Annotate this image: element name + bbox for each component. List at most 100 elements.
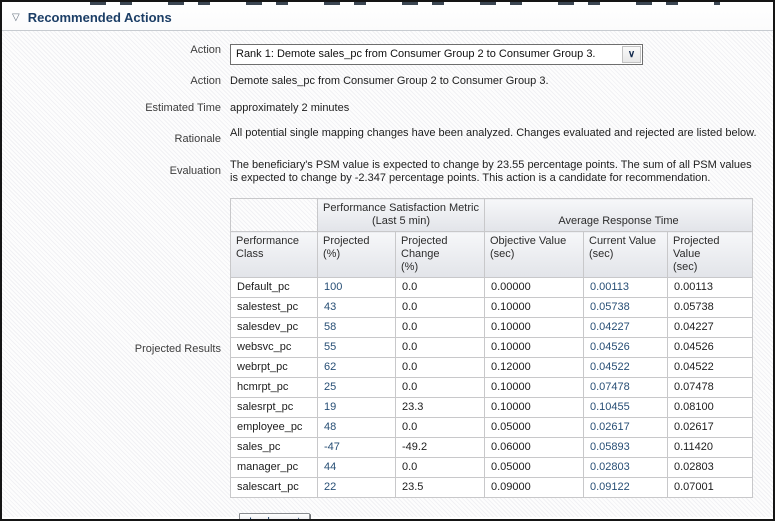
estimated-time-row: Estimated Time approximately 2 minutes xyxy=(2,100,773,115)
implement-button[interactable]: Implement xyxy=(239,513,311,519)
projected-value-cell: 0.02803 xyxy=(667,457,753,478)
projected-value-cell: 0.07478 xyxy=(667,377,753,398)
psm-group-header: Performance Satisfaction Metric (Last 5 … xyxy=(317,198,485,232)
objective-value-cell: 0.06000 xyxy=(484,437,584,458)
evaluation-value: The beneficiary's PSM value is expected … xyxy=(230,159,752,184)
performance-class-cell: employee_pc xyxy=(230,417,318,438)
table-row: websvc_pc 55 0.0 0.10000 0.04526 0.04526 xyxy=(230,337,753,358)
current-value-cell: 0.09122 xyxy=(583,477,668,498)
evaluation-label: Evaluation xyxy=(169,165,221,177)
evaluation-row: Evaluation The beneficiary's PSM value i… xyxy=(2,157,773,185)
projected-change-cell: 0.0 xyxy=(395,357,485,378)
table-row: manager_pc 44 0.0 0.05000 0.02803 0.02803 xyxy=(230,457,753,478)
table-row: hcmrpt_pc 25 0.0 0.10000 0.07478 0.07478 xyxy=(230,377,753,398)
action-row: Action Demote sales_pc from Consumer Gro… xyxy=(2,73,773,88)
table-row: salescart_pc 22 23.5 0.09000 0.09122 0.07001 xyxy=(230,477,753,498)
projected-change-cell: 0.0 xyxy=(395,297,485,318)
table-row: Default_pc 100 0.0 0.00000 0.00113 0.00113 xyxy=(230,277,753,298)
objective-value-cell: 0.10000 xyxy=(484,317,584,338)
projected-results-row: Projected Results Performance Satisfacti… xyxy=(2,198,773,498)
projected-results-label: Projected Results xyxy=(134,342,221,355)
rationale-row: Rationale All potential single mapping c… xyxy=(2,125,773,146)
current-value-cell: 0.00113 xyxy=(583,277,668,298)
current-value-cell: 0.04522 xyxy=(583,357,668,378)
performance-class-cell: salesdev_pc xyxy=(230,317,318,338)
performance-class-cell: webrpt_pc xyxy=(230,357,318,378)
projected-pct-cell: 100 xyxy=(317,277,396,298)
estimated-time-label: Estimated Time xyxy=(145,102,221,114)
action-dropdown[interactable]: Rank 1: Demote sales_pc from Consumer Gr… xyxy=(230,44,643,65)
table-row: salesrpt_pc 19 23.3 0.10000 0.10455 0.08100 xyxy=(230,397,753,418)
section-header: ▽ Recommended Actions xyxy=(2,2,773,31)
projected-pct-cell: 19 xyxy=(317,397,396,418)
action-label: Action xyxy=(190,75,221,87)
projected-change-cell: 0.0 xyxy=(395,337,485,358)
table-body: Default_pc 100 0.0 0.00000 0.00113 0.00113 sal… xyxy=(230,277,753,498)
projected-value-cell: 0.07001 xyxy=(667,477,753,498)
projected-change-cell: 0.0 xyxy=(395,317,485,338)
current-value-cell: 0.02803 xyxy=(583,457,668,478)
performance-class-cell: websvc_pc xyxy=(230,337,318,358)
performance-class-cell: manager_pc xyxy=(230,457,318,478)
col-current-value: Current Value (sec) xyxy=(583,231,668,278)
col-objective-value: Objective Value (sec) xyxy=(484,231,584,278)
projected-pct-cell: 62 xyxy=(317,357,396,378)
projected-pct-cell: 43 xyxy=(317,297,396,318)
projected-value-cell: 0.02617 xyxy=(667,417,753,438)
current-value-cell: 0.05893 xyxy=(583,437,668,458)
action-select-row: Action Rank 1: Demote sales_pc from Cons… xyxy=(2,42,773,65)
rationale-label: Rationale xyxy=(174,133,221,145)
current-value-cell: 0.02617 xyxy=(583,417,668,438)
projected-change-cell: 0.0 xyxy=(395,377,485,398)
projected-change-cell: 23.3 xyxy=(395,397,485,418)
projected-value-cell: 0.05738 xyxy=(667,297,753,318)
objective-value-cell: 0.10000 xyxy=(484,377,584,398)
objective-value-cell: 0.10000 xyxy=(484,297,584,318)
projected-change-cell: 0.0 xyxy=(395,417,485,438)
projected-pct-cell: 22 xyxy=(317,477,396,498)
objective-value-cell: 0.10000 xyxy=(484,397,584,418)
objective-value-cell: 0.05000 xyxy=(484,457,584,478)
col-performance-class: Performance Class xyxy=(230,231,318,278)
projected-pct-cell: 48 xyxy=(317,417,396,438)
action-dropdown-value: Rank 1: Demote sales_pc from Consumer Gr… xyxy=(236,48,596,60)
projected-change-cell: 0.0 xyxy=(395,457,485,478)
projected-change-cell: -49.2 xyxy=(395,437,485,458)
current-value-cell: 0.07478 xyxy=(583,377,668,398)
projected-pct-cell: 55 xyxy=(317,337,396,358)
performance-class-cell: salescart_pc xyxy=(230,477,318,498)
table-row: webrpt_pc 62 0.0 0.12000 0.04522 0.04522 xyxy=(230,357,753,378)
col-projected-change-pct: Projected Change (%) xyxy=(395,231,485,278)
current-value-cell: 0.04526 xyxy=(583,337,668,358)
performance-class-cell: salestest_pc xyxy=(230,297,318,318)
projected-value-cell: 0.00113 xyxy=(667,277,753,298)
projected-pct-cell: -47 xyxy=(317,437,396,458)
clipped-previous-content xyxy=(90,2,720,5)
objective-value-cell: 0.12000 xyxy=(484,357,584,378)
current-value-cell: 0.10455 xyxy=(583,397,668,418)
projected-change-cell: 23.5 xyxy=(395,477,485,498)
projected-pct-cell: 44 xyxy=(317,457,396,478)
table-header: Performance Satisfaction Metric (Last 5 … xyxy=(230,198,753,278)
projected-value-cell: 0.04227 xyxy=(667,317,753,338)
current-value-cell: 0.05738 xyxy=(583,297,668,318)
avg-response-time-group-header: Average Response Time xyxy=(484,198,753,232)
section-content: Action Rank 1: Demote sales_pc from Cons… xyxy=(2,31,773,519)
projected-value-cell: 0.11420 xyxy=(667,437,753,458)
col-projected-pct: Projected (%) xyxy=(317,231,396,278)
action-value: Demote sales_pc from Consumer Group 2 to… xyxy=(230,75,549,87)
dropdown-arrow-button[interactable]: ∨ xyxy=(622,46,641,63)
action-select-label: Action xyxy=(190,44,221,56)
table-row: salesdev_pc 58 0.0 0.10000 0.04227 0.04227 xyxy=(230,317,753,338)
estimated-time-value: approximately 2 minutes xyxy=(230,102,350,114)
objective-value-cell: 0.00000 xyxy=(484,277,584,298)
chevron-down-icon: ∨ xyxy=(627,48,636,60)
performance-class-cell: sales_pc xyxy=(230,437,318,458)
projected-change-cell: 0.0 xyxy=(395,277,485,298)
projected-value-cell: 0.08100 xyxy=(667,397,753,418)
collapse-triangle-icon[interactable]: ▽ xyxy=(12,11,20,23)
col-projected-value: Projected Value (sec) xyxy=(667,231,753,278)
table-row: salestest_pc 43 0.0 0.10000 0.05738 0.05738 xyxy=(230,297,753,318)
objective-value-cell: 0.09000 xyxy=(484,477,584,498)
